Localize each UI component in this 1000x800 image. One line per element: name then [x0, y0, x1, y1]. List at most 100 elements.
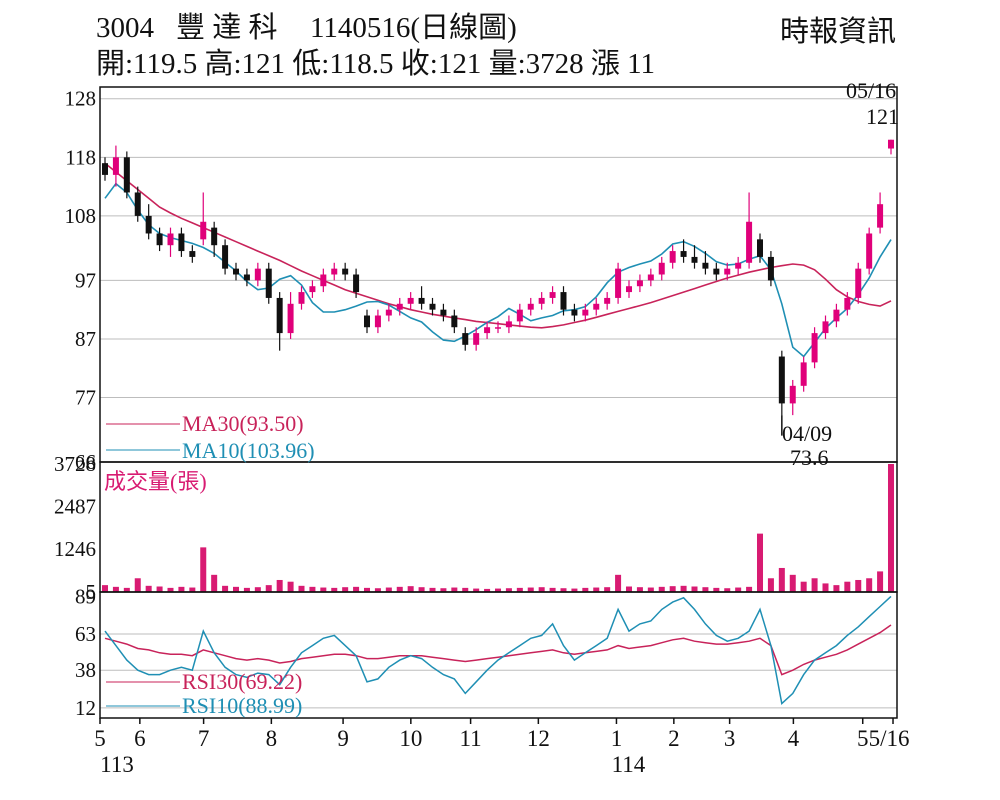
- candle-body: [866, 233, 873, 269]
- candle-body: [451, 315, 458, 328]
- volume-bar: [353, 586, 360, 592]
- candle-body: [243, 274, 250, 281]
- volume-bar: [669, 586, 676, 592]
- candle-body: [582, 309, 589, 316]
- volume-bar: [462, 587, 469, 592]
- candle-body: [625, 286, 633, 293]
- candle-body: [636, 280, 643, 287]
- candle-body: [593, 303, 600, 310]
- candle-body: [418, 297, 425, 304]
- ohlc-summary: 開:119.5 高:121 低:118.5 收:121 量:3728 漲 11: [96, 48, 656, 80]
- volume-bar: [877, 571, 884, 592]
- candle-body: [615, 268, 622, 298]
- candle-body: [440, 309, 447, 316]
- volume-bar: [222, 585, 229, 592]
- candle-body: [385, 309, 392, 316]
- candle-body: [658, 262, 665, 275]
- volume-bar: [320, 587, 327, 592]
- volume-y-tick-label: 5: [86, 580, 97, 604]
- volume-y-tick-label: 3728: [54, 452, 96, 476]
- volume-bar: [778, 567, 785, 592]
- volume-bar: [112, 586, 119, 592]
- x-axis-month-label: 11: [460, 726, 482, 751]
- x-axis-month-label: 2: [668, 726, 680, 751]
- volume-bar: [309, 586, 316, 592]
- candle-body: [877, 204, 884, 228]
- candle-body: [331, 268, 338, 275]
- volume-bar: [593, 587, 600, 592]
- volume-bar: [123, 587, 130, 592]
- volume-y-tick-label: 2487: [54, 495, 96, 519]
- candle-body: [778, 356, 785, 404]
- volume-bar: [407, 586, 414, 592]
- volume-bar: [473, 588, 480, 592]
- candle-body: [298, 292, 305, 304]
- candle-body: [484, 327, 491, 334]
- x-axis-month-label: 1: [611, 726, 623, 751]
- candle-body: [560, 292, 567, 310]
- candle-body: [713, 268, 720, 275]
- rsi10-line: [104, 595, 892, 705]
- candle-body: [800, 362, 807, 386]
- x-axis-month-label: 6: [134, 726, 146, 751]
- x-axis-month-label: 9: [337, 726, 349, 751]
- candle-body: [112, 157, 119, 175]
- candle-body: [254, 268, 261, 281]
- volume-bar: [680, 585, 687, 592]
- volume-bar: [800, 581, 807, 592]
- x-axis-month-label: 7: [198, 726, 210, 751]
- candle-body: [604, 297, 611, 304]
- x-axis-month-label: 8: [266, 726, 278, 751]
- volume-bar: [440, 588, 447, 592]
- volume-bar: [385, 587, 392, 592]
- volume-bar: [746, 586, 753, 592]
- candle-body: [746, 221, 753, 263]
- volume-bar: [505, 588, 512, 592]
- volume-bar: [287, 581, 294, 592]
- volume-bar: [625, 586, 633, 592]
- price-y-tick-label: 87: [75, 327, 96, 351]
- candle-body: [407, 297, 414, 304]
- candle-body: [789, 385, 796, 404]
- x-axis-year-label: 114: [612, 752, 646, 777]
- candle-body: [844, 297, 851, 310]
- candle-body: [178, 233, 185, 252]
- candle-body: [276, 297, 283, 334]
- volume-bar: [134, 578, 141, 592]
- volume-bar: [811, 578, 818, 592]
- candle-body: [374, 315, 381, 328]
- volume-bar: [167, 587, 174, 592]
- candle-body: [887, 139, 895, 149]
- candle-body: [145, 215, 152, 234]
- rsi-y-tick-label: 38: [75, 658, 96, 682]
- rsi10-legend-label: RSI10(88.99): [182, 693, 302, 718]
- candle-body: [189, 251, 196, 257]
- volume-bar: [615, 574, 622, 592]
- x-axis-month-label: 5: [857, 726, 869, 751]
- rsi-y-tick-label: 63: [75, 622, 96, 646]
- volume-bar: [724, 588, 731, 592]
- price-y-tick-label: 108: [65, 204, 97, 228]
- volume-bar: [571, 588, 578, 592]
- volume-bar: [232, 586, 240, 592]
- volume-bar: [582, 587, 589, 592]
- price-panel-frame: [99, 86, 898, 463]
- volume-bar: [844, 581, 851, 592]
- volume-bar: [211, 574, 218, 592]
- candlestick-layer: [101, 139, 895, 416]
- x-axis-month-label: 10: [399, 726, 422, 751]
- last-date-annotation: 05/16: [846, 78, 896, 103]
- candle-body: [833, 309, 840, 322]
- candle-body: [505, 321, 512, 328]
- candle-body: [363, 315, 371, 328]
- candle-body: [647, 274, 654, 281]
- candle-body: [527, 303, 534, 310]
- candle-body: [724, 268, 731, 275]
- volume-bar: [887, 464, 895, 592]
- volume-bar: [560, 588, 567, 592]
- volume-bar: [254, 587, 261, 592]
- volume-bar: [735, 587, 742, 592]
- candle-body: [680, 251, 687, 257]
- x-axis-year-label: 113: [100, 752, 134, 777]
